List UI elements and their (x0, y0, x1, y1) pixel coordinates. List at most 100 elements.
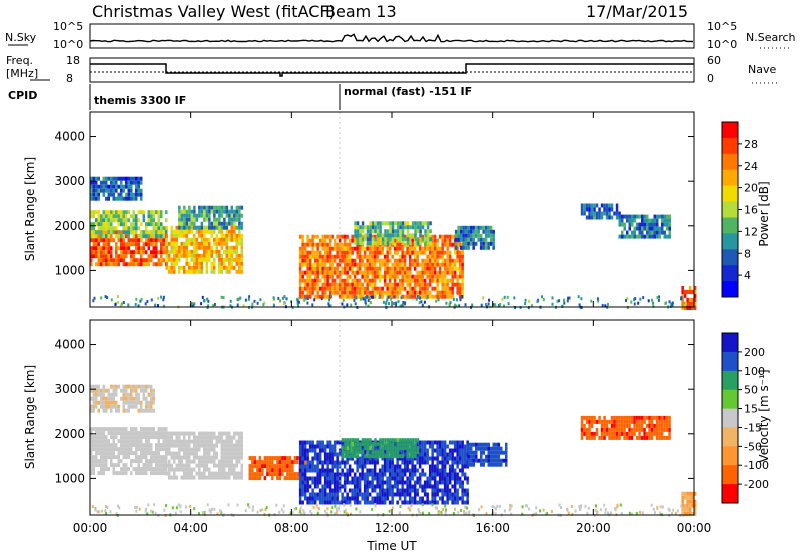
velocity-blob-3 (248, 456, 307, 481)
velocity-xtick-label-0: 00:00 (73, 521, 108, 535)
nsky-strip-frame (89, 23, 695, 49)
power-blob-9 (618, 214, 671, 239)
power-colorbar-tick-label-0: 28 (744, 138, 758, 151)
velocity-ytick-label-3: 4000 (54, 338, 85, 352)
power-colorbar-tick-label-6: 4 (744, 269, 751, 282)
beam-label: Beam 13 (325, 2, 397, 21)
velocity-colorbar-tick-label-2: 50 (744, 384, 758, 397)
velocity-colorbar-swatch-8 (722, 484, 738, 504)
velocity-blob-5 (341, 438, 420, 459)
velocity-ytick-label-2: 3000 (54, 382, 85, 396)
power-colorbar-tick-label-1: 24 (744, 160, 758, 173)
velocity-ytick-label-1: 2000 (54, 427, 85, 441)
power-axes: 1000 2000 3000 4000 (54, 112, 695, 307)
plot-title: Christmas Valley West (fitACF) (92, 2, 335, 21)
power-colorbar-swatch-4 (722, 185, 738, 202)
velocity-axes: 00:00 04:00 08:00 12:00 16:00 20:00 00:00 1000 2… (54, 320, 711, 535)
velocity-blob-1 (90, 384, 155, 413)
power-colorbar-tick-label-5: 8 (744, 247, 751, 260)
power-colorbar-swatch-6 (722, 217, 738, 234)
velocity-colorbar-swatch-1 (722, 351, 738, 372)
power-colorbar-tick-label-4: 12 (744, 225, 758, 238)
power-blob-2 (90, 176, 143, 201)
freq-label: Freq. (6, 54, 33, 67)
velocity-blob-7 (580, 415, 671, 440)
power-colorbar-swatch-3 (722, 169, 738, 187)
time-xlabel: Time UT (366, 539, 417, 553)
velocity-colorbar-swatch-2 (722, 370, 738, 391)
nsky-tick-bottom: 10^0 (53, 38, 83, 51)
velocity-xtick-label-4: 16:00 (475, 521, 510, 535)
power-ytick-label-2: 3000 (54, 174, 85, 188)
power-colorbar-tick-label-3: 16 (744, 204, 758, 217)
nsearch-tick-bottom: 10^0 (707, 38, 737, 51)
velocity-colorbar-swatch-3 (722, 389, 738, 410)
power-colorbar: 28 24 20 16 12 8 4 (721, 121, 758, 298)
power-ytick-label-3: 4000 (54, 130, 85, 144)
date-label: 17/Mar/2015 (586, 2, 688, 21)
power-blob-4 (178, 205, 244, 230)
power-colorbar-swatch-9 (722, 265, 738, 282)
cpid-label: CPID (8, 89, 37, 102)
nave-tick-bottom: 0 (707, 72, 714, 85)
freq-tick-bottom: 8 (66, 72, 73, 85)
nsearch-tick-top: 10^5 (707, 20, 737, 33)
power-colorbar-swatch-1 (722, 137, 738, 155)
velocity-colorbar-label: Velocity [m s⁻¹] (757, 369, 771, 462)
power-blob-8 (580, 203, 621, 220)
freq-tick-top: 18 (66, 54, 80, 67)
power-ylabel: Slant Range [km] (23, 157, 37, 261)
velocity-blob-8 (681, 491, 697, 516)
velocity-colorbar-swatch-7 (722, 465, 738, 485)
velocity-ytick-label-0: 1000 (54, 471, 85, 485)
nsky-label: N.Sky (5, 31, 37, 44)
power-data-layer (90, 112, 697, 310)
power-blob-7 (454, 225, 495, 250)
velocity-colorbar-swatch-4 (722, 408, 738, 428)
nsearch-label: N.Search (746, 31, 796, 44)
power-blob-3 (165, 225, 243, 274)
cpid-segment-2: normal (fast) -151 IF (344, 85, 472, 98)
velocity-colorbar-tick-label-3: 15 (744, 403, 758, 416)
nave-tick-top: 60 (707, 54, 721, 67)
velocity-data-layer (90, 320, 697, 517)
velocity-blob-0 (90, 427, 168, 476)
velocity-colorbar: 200 100 50 15 -15 -50 -100 -200 (721, 332, 769, 504)
power-colorbar-swatch-10 (722, 281, 738, 298)
velocity-xtick-label-2: 08:00 (274, 521, 309, 535)
freq-trace (90, 63, 694, 77)
freq-unit-label: [MHz] (6, 67, 38, 80)
velocity-blob-6 (467, 442, 508, 467)
velocity-xtick-label-5: 20:00 (576, 521, 611, 535)
velocity-colorbar-swatch-0 (722, 333, 738, 353)
nave-label: Nave (748, 63, 776, 76)
power-colorbar-swatch-0 (722, 122, 738, 139)
velocity-colorbar-tick-label-4: -15 (744, 421, 762, 434)
nsky-trace (89, 33, 694, 43)
power-panel: 1000 2000 3000 4000 (54, 111, 697, 310)
velocity-colorbar-swatch-6 (722, 446, 738, 466)
velocity-blob-4 (298, 440, 469, 505)
power-ytick-label-0: 1000 (54, 263, 85, 277)
nsky-tick-top: 10^5 (53, 20, 83, 33)
velocity-colorbar-tick-label-1: 100 (744, 365, 765, 378)
velocity-xtick-label-1: 04:00 (173, 521, 208, 535)
velocity-blob-2 (165, 431, 243, 480)
freq-strip-frame (89, 57, 695, 83)
power-ytick-label-1: 2000 (54, 219, 85, 233)
velocity-colorbar-tick-label-5: -50 (744, 440, 762, 453)
power-blob-6 (354, 221, 432, 246)
velocity-panel: 00:00 04:00 08:00 12:00 16:00 20:00 00:00 1000 2… (54, 319, 711, 535)
power-blob-1 (90, 210, 168, 239)
power-colorbar-tick-label-2: 20 (744, 182, 758, 195)
velocity-colorbar-tick-label-7: -200 (744, 478, 769, 491)
velocity-colorbar-frame (721, 332, 739, 504)
power-colorbar-swatch-2 (722, 153, 738, 171)
power-colorbar-swatch-8 (722, 249, 738, 266)
velocity-colorbar-tick-label-0: 200 (744, 346, 765, 359)
velocity-xtick-label-6: 00:00 (677, 521, 712, 535)
power-near-range-echoes (92, 295, 694, 310)
velocity-colorbar-tick-label-6: -100 (744, 459, 769, 472)
velocity-xtick-label-3: 12:00 (375, 521, 410, 535)
